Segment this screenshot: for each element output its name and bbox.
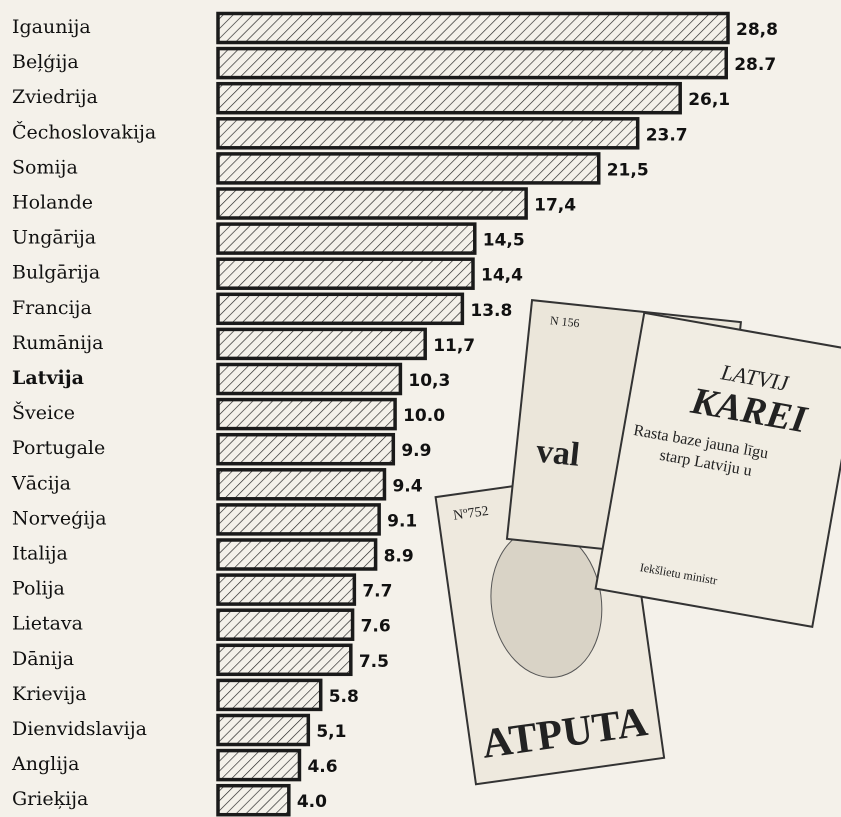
value-label: 8.9 — [384, 547, 414, 567]
illustration-text: Nº752 — [452, 504, 489, 524]
bar — [216, 538, 378, 571]
value-label: 7.6 — [361, 617, 391, 637]
category-label: Dānija — [12, 648, 74, 670]
bar — [216, 46, 728, 80]
value-label: 17,4 — [534, 196, 576, 216]
bar — [216, 257, 475, 290]
category-label: Šveice — [12, 401, 75, 424]
value-label: 5.8 — [329, 687, 359, 707]
bar — [216, 397, 397, 431]
category-label: Norveģija — [12, 507, 107, 529]
category-label: Lietava — [12, 613, 83, 635]
value-label: 9.1 — [387, 511, 417, 531]
category-label: Krievija — [12, 683, 87, 705]
category-label: Somija — [12, 156, 78, 178]
bar — [216, 468, 387, 501]
newspaper-karei: LATVIJ KAREI Rasta baze jauna līgu starp… — [594, 311, 841, 628]
category-label: Vācija — [11, 472, 71, 494]
bar — [216, 117, 640, 150]
bar — [216, 152, 601, 185]
bar — [216, 327, 427, 361]
bar — [216, 503, 381, 536]
category-label: Francija — [12, 297, 92, 319]
value-label: 10.0 — [403, 406, 445, 426]
category-label: Beļģija — [12, 51, 79, 73]
bar — [216, 11, 730, 45]
value-label: 28,8 — [736, 20, 778, 40]
value-label: 10,3 — [408, 371, 450, 391]
bar — [216, 573, 357, 606]
bar — [216, 783, 291, 817]
value-label: 23.7 — [646, 125, 688, 145]
newspaper-collage: Nº752 ATPUTA N 156 val LATVIJ KAREI Rast… — [434, 299, 841, 786]
illustration-text: val — [534, 433, 581, 474]
value-label: 11,7 — [433, 336, 475, 356]
value-label: 5,1 — [316, 722, 346, 742]
category-label: Polija — [12, 578, 65, 600]
value-label: 4.6 — [307, 757, 337, 777]
value-label: 21,5 — [607, 160, 649, 180]
bar — [216, 643, 353, 677]
bar — [216, 748, 302, 782]
value-label: 9.9 — [401, 441, 431, 461]
value-label: 13.8 — [470, 301, 512, 321]
value-label: 26,1 — [688, 90, 730, 110]
bar — [216, 713, 311, 747]
value-label: 4.0 — [297, 792, 327, 812]
category-label: Italija — [12, 543, 68, 565]
value-label: 9.4 — [392, 476, 422, 496]
value-label: 7.7 — [362, 582, 392, 602]
value-label: 28.7 — [734, 55, 776, 75]
value-label: 7.5 — [359, 652, 389, 672]
category-label: Grieķija — [12, 788, 88, 810]
category-label: Čechoslovakija — [12, 120, 156, 143]
bar — [216, 81, 682, 115]
category-label: Ungārija — [12, 227, 96, 249]
bar — [216, 432, 396, 466]
category-label: Anglija — [11, 753, 80, 775]
category-label: Latvija — [12, 367, 84, 389]
illustration-text: N 156 — [549, 313, 580, 330]
bar — [216, 222, 477, 255]
bar — [216, 187, 528, 220]
category-label: Dienvidslavija — [12, 718, 147, 740]
category-label: Portugale — [12, 437, 105, 459]
category-label: Bulgārija — [12, 262, 100, 284]
value-label: 14,4 — [481, 266, 523, 286]
category-label: Zviedrija — [12, 86, 98, 108]
bar — [216, 362, 403, 396]
category-label: Holande — [12, 192, 93, 214]
value-label: 14,5 — [483, 231, 525, 251]
bar — [216, 678, 323, 712]
bar — [216, 608, 355, 641]
category-label: Rumānija — [12, 332, 103, 354]
bars: Igaunija 28,8 Beļģija 28.7 Zviedrija 26,1 Čech… — [11, 11, 778, 817]
category-label: Igaunija — [12, 16, 91, 38]
bar — [216, 292, 465, 326]
